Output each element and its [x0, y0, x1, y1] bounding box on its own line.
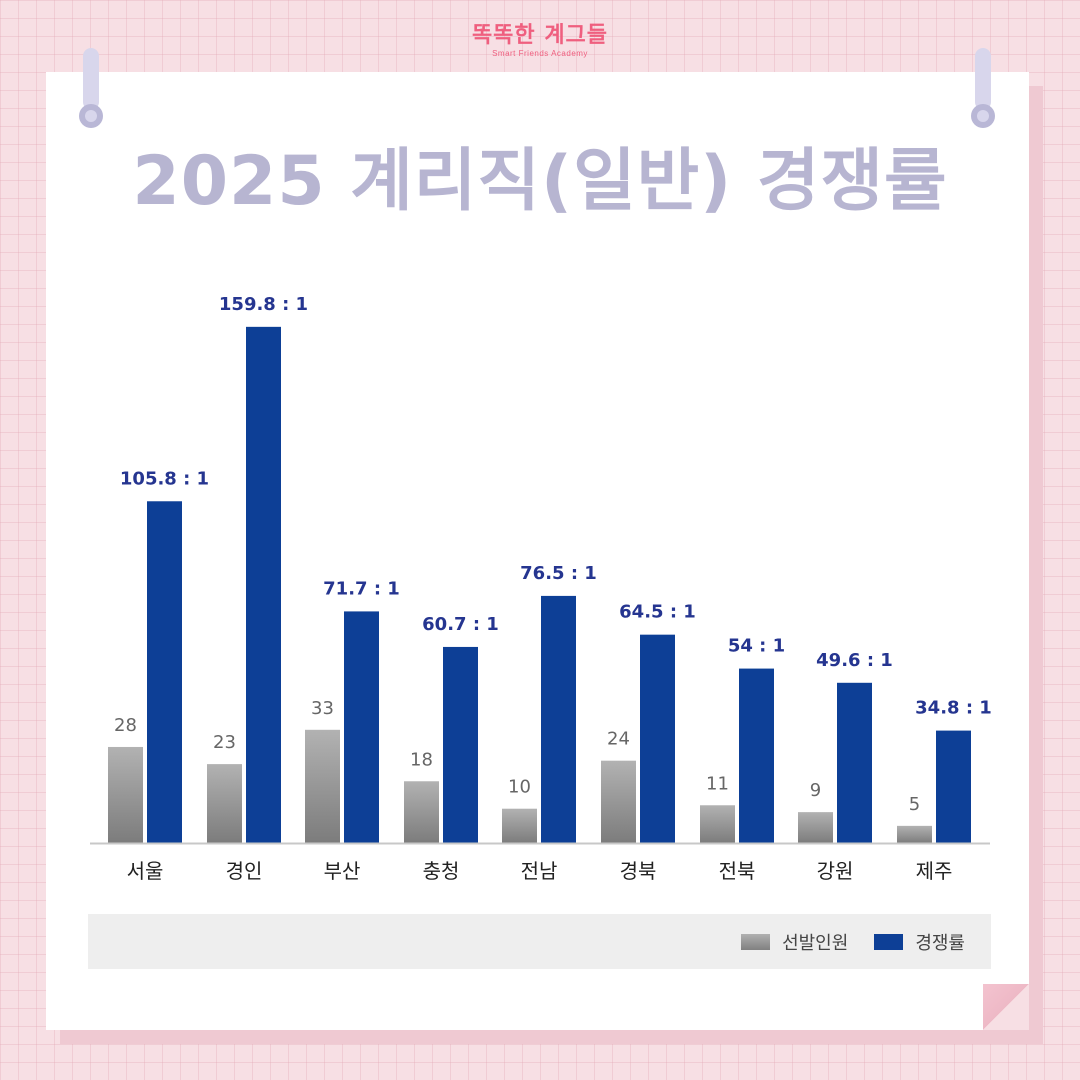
bar-competition: [246, 326, 281, 843]
bar-competition: [936, 730, 971, 843]
bar-competition: [640, 634, 675, 843]
data-label-selection: 33: [311, 698, 334, 719]
bar-competition: [739, 668, 774, 843]
bar-competition: [837, 682, 872, 843]
legend-item-selection: 선발인원: [741, 929, 848, 955]
pin-icon-right: [971, 48, 995, 128]
data-label-selection: 24: [607, 729, 630, 750]
legend-item-competition: 경쟁률: [874, 929, 965, 955]
bar-competition: [147, 501, 182, 843]
data-label-competition: 64.5 : 1: [619, 602, 696, 623]
data-label-competition: 49.6 : 1: [816, 650, 893, 671]
bar-selection: [404, 781, 439, 843]
data-label-competition: 34.8 : 1: [915, 698, 992, 719]
legend-label-competition: 경쟁률: [915, 932, 965, 954]
data-label-competition: 60.7 : 1: [422, 614, 499, 635]
data-label-selection: 9: [810, 780, 821, 801]
content-card: [46, 72, 1029, 1030]
bar-competition: [344, 611, 379, 843]
data-label-competition: 71.7 : 1: [323, 578, 400, 599]
bar-competition: [541, 595, 576, 843]
category-label: 전남: [521, 859, 558, 883]
category-label: 서울: [127, 859, 164, 883]
data-label-selection: 10: [508, 777, 531, 798]
category-label: 경인: [226, 859, 263, 883]
legend-label-selection: 선발인원: [782, 932, 849, 954]
bar-selection: [207, 764, 242, 843]
data-label-selection: 5: [909, 794, 920, 815]
logo-subtitle: Smart Friends Academy: [492, 49, 588, 58]
academy-logo: 똑똑한 계그들 Smart Friends Academy: [0, 23, 1080, 59]
data-label-competition: 54 : 1: [728, 636, 785, 657]
bar-selection: [305, 729, 340, 843]
bar-competition: [443, 646, 478, 843]
data-label-competition: 76.5 : 1: [520, 563, 597, 584]
bar-selection: [897, 825, 932, 843]
data-label-competition: 105.8 : 1: [120, 468, 209, 489]
data-label-selection: 28: [114, 715, 137, 736]
chart-legend: 선발인원 경쟁률: [88, 914, 991, 969]
category-label: 제주: [916, 859, 953, 883]
category-label: 부산: [324, 859, 361, 883]
pin-icon-left: [79, 48, 103, 128]
page-title: 2025 계리직(일반) 경쟁률: [132, 142, 948, 221]
category-label: 강원: [817, 859, 854, 883]
legend-swatch-selection: [741, 933, 771, 950]
page-curl-corner: [983, 984, 1029, 1030]
logo-text: 똑똑한 계그들: [471, 23, 609, 48]
bar-selection: [502, 808, 537, 843]
bar-selection: [798, 812, 833, 843]
category-label: 경북: [620, 859, 657, 883]
bar-selection: [700, 805, 735, 843]
category-label: 충청: [423, 859, 460, 883]
data-label-selection: 18: [410, 749, 433, 770]
category-label: 전북: [719, 859, 756, 883]
bar-selection: [108, 746, 143, 843]
bar-selection: [601, 760, 636, 843]
data-label-selection: 23: [213, 732, 236, 753]
legend-swatch-competition: [874, 933, 904, 950]
data-label-selection: 11: [706, 773, 729, 794]
data-label-competition: 159.8 : 1: [219, 294, 308, 315]
